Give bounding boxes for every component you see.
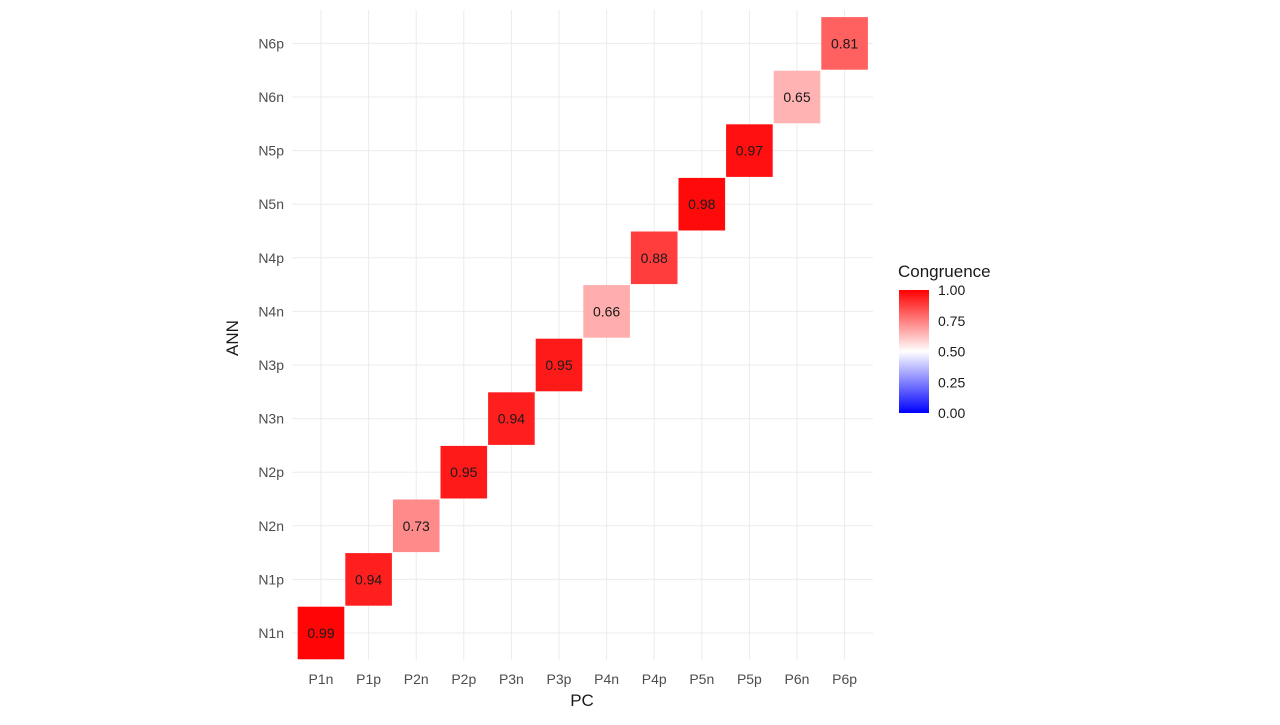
y-tick-label: N3n <box>258 411 284 427</box>
heatmap-cell <box>583 285 630 338</box>
legend-tick-label: 0.50 <box>938 344 965 360</box>
y-tick-label: N5n <box>258 196 284 212</box>
y-tick-label: N5p <box>258 143 284 159</box>
legend-tick-label: 1.00 <box>938 282 965 298</box>
cell-value-label: 0.99 <box>307 625 334 641</box>
cell-value-label: 0.94 <box>498 411 525 427</box>
cell-value-label: 0.94 <box>355 571 382 587</box>
heatmap-cell <box>535 338 583 392</box>
x-tick-label: P2p <box>451 671 476 687</box>
y-tick-label: N3p <box>258 357 284 373</box>
y-tick-label: N4p <box>258 250 284 266</box>
legend-ticks: 0.00 0.25 0.50 0.75 1.00 <box>938 282 965 421</box>
heatmap-cell <box>297 606 345 660</box>
cell-value-label: 0.95 <box>450 464 477 480</box>
y-tick-label: N2n <box>258 518 284 534</box>
x-tick-label: P6n <box>785 671 810 687</box>
cell-value-label: 0.65 <box>783 89 810 105</box>
x-tick-label: P1n <box>309 671 334 687</box>
y-tick-label: N1p <box>258 571 284 587</box>
x-tick-label: P3p <box>547 671 572 687</box>
heatmap-cell <box>630 231 678 285</box>
cell-value-label: 0.97 <box>736 143 763 159</box>
legend: Congruence 0.00 0.25 0.50 0.75 1.00 <box>898 262 991 421</box>
x-tick-label: P1p <box>356 671 381 687</box>
x-tick-label: P4n <box>594 671 619 687</box>
cell-value-label: 0.88 <box>641 250 668 266</box>
heatmap-cell <box>726 124 773 177</box>
cell-value-label: 0.81 <box>831 35 858 51</box>
legend-title: Congruence <box>898 262 991 281</box>
legend-colorbar <box>899 290 929 413</box>
y-axis-title: ANN <box>223 320 242 356</box>
y-tick-label: N1n <box>258 625 284 641</box>
y-tick-label: N2p <box>258 464 284 480</box>
x-axis-title: PC <box>570 691 594 710</box>
y-tick-labels: N1n N1p N2n N2p N3n N3p N4n N4p N5n N5p N6n N6p <box>258 35 284 641</box>
heatmap-cell <box>821 17 868 70</box>
x-tick-label: P5n <box>689 671 714 687</box>
y-tick-label: N6n <box>258 89 284 105</box>
heatmap-cell <box>678 177 726 231</box>
cell-value-label: 0.66 <box>593 303 620 319</box>
heatmap-cell <box>392 499 440 553</box>
x-tick-label: P4p <box>642 671 667 687</box>
x-tick-label: P5p <box>737 671 762 687</box>
x-tick-label: P6p <box>832 671 857 687</box>
heatmap-cells: 0.99 0.94 0.73 0.95 0.94 0.95 0.66 0.88 0.98 0.97… <box>297 17 868 660</box>
x-tick-label: P2n <box>404 671 429 687</box>
y-tick-label: N4n <box>258 303 284 319</box>
x-tick-labels: P1n P1p P2n P2p P3n P3p P4n P4p P5n P5p P6n P6p <box>309 671 858 687</box>
legend-tick-label: 0.00 <box>938 405 965 421</box>
heatmap-cell <box>488 392 535 445</box>
x-tick-label: P3n <box>499 671 524 687</box>
legend-tick-label: 0.75 <box>938 313 965 329</box>
heatmap-cell <box>440 445 488 499</box>
cell-value-label: 0.95 <box>545 357 572 373</box>
heatmap-cell <box>773 70 821 124</box>
cell-value-label: 0.73 <box>403 518 430 534</box>
heatmap-cell <box>345 553 392 606</box>
y-tick-label: N6p <box>258 35 284 51</box>
cell-value-label: 0.98 <box>688 196 715 212</box>
legend-tick-label: 0.25 <box>938 374 965 390</box>
